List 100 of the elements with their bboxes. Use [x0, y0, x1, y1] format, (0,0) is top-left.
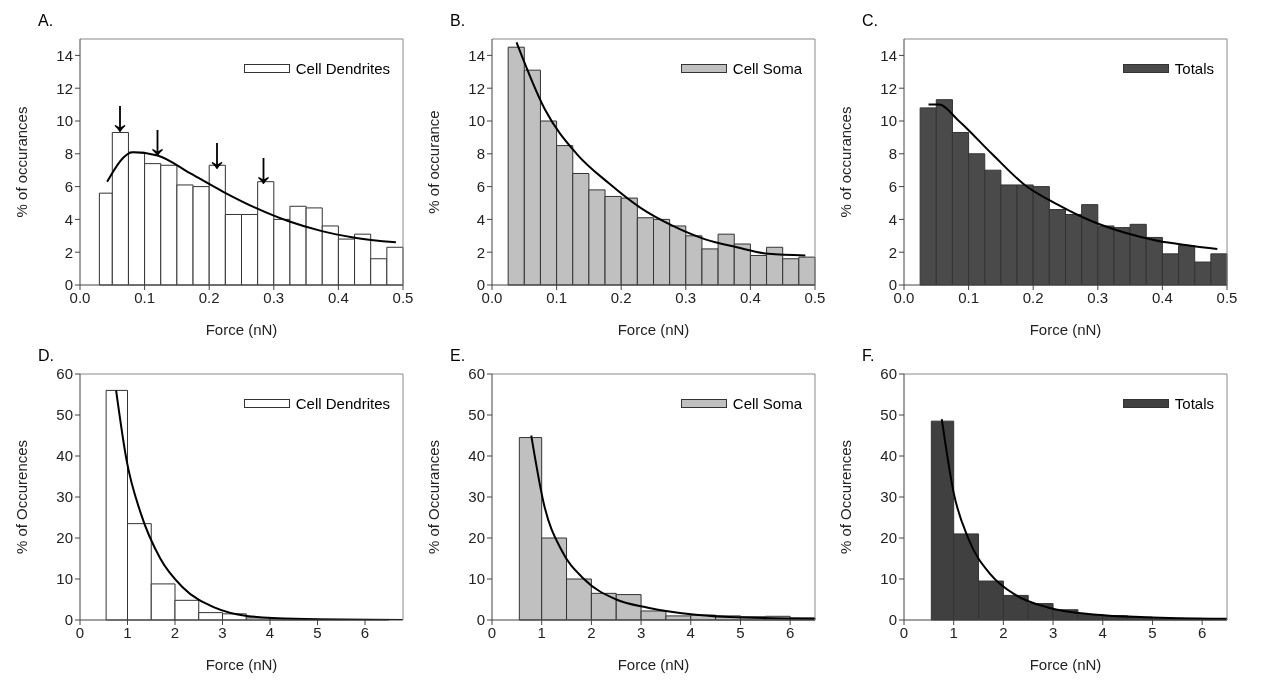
x-axis-title: Force (nN) — [1029, 321, 1102, 338]
y-tick-label: 10 — [468, 570, 485, 588]
y-tick-label: 20 — [468, 529, 485, 547]
x-tick-label: 0.5 — [1216, 288, 1238, 306]
y-tick-label: 60 — [56, 365, 73, 383]
x-tick-label: 2 — [999, 623, 1008, 641]
x-tick-label: 0.5 — [392, 288, 414, 306]
legend-label: Cell Soma — [732, 395, 802, 412]
y-tick-label: 50 — [880, 406, 897, 424]
y-axis-title: % of Occurences — [837, 439, 855, 555]
y-tick-label: 0 — [888, 611, 897, 629]
x-tick-label: 0 — [75, 623, 85, 641]
y-tick-label: 20 — [880, 529, 897, 547]
x-tick-label: 0.2 — [1022, 288, 1044, 306]
y-tick-label: 0 — [64, 276, 73, 294]
y-tick-label: 12 — [880, 79, 897, 97]
x-tick-label: 2 — [587, 623, 596, 641]
y-tick-label: 2 — [64, 243, 73, 261]
y-tick-label: 60 — [880, 365, 897, 383]
y-tick-label: 60 — [468, 365, 485, 383]
x-axis-title: Force (nN) — [205, 656, 278, 673]
x-tick-label: 0.4 — [739, 288, 761, 306]
y-tick-label: 14 — [880, 46, 897, 64]
x-axis-title: Force (nN) — [1029, 656, 1102, 673]
y-tick-label: 10 — [56, 112, 73, 130]
chart-title: A. — [38, 12, 54, 30]
x-axis-title: Force (nN) — [617, 656, 690, 673]
y-tick-label: 10 — [468, 112, 485, 130]
x-tick-label: 4 — [686, 623, 695, 641]
y-tick-label: 10 — [56, 570, 73, 588]
y-tick-label: 0 — [476, 276, 485, 294]
y-tick-label: 12 — [468, 79, 485, 97]
chart-title: E. — [450, 347, 466, 365]
y-tick-label: 4 — [64, 210, 73, 228]
y-axis-title: % of Occurances — [425, 439, 443, 555]
annotation: ↓ — [205, 128, 228, 178]
x-tick-label: 0.1 — [958, 288, 980, 306]
y-tick-label: 40 — [56, 447, 73, 465]
y-tick-label: 40 — [880, 447, 897, 465]
chart-title: B. — [450, 12, 466, 30]
x-tick-label: 0.3 — [263, 288, 285, 306]
x-tick-label: 0.4 — [327, 288, 349, 306]
y-tick-label: 12 — [56, 79, 73, 97]
legend-label: Cell Dendrites — [295, 60, 390, 77]
x-tick-label: 1 — [949, 623, 958, 641]
x-tick-label: 4 — [1098, 623, 1107, 641]
y-tick-label: 6 — [476, 177, 485, 195]
y-tick-label: 14 — [56, 46, 73, 64]
y-axis-title: % of occurance — [425, 110, 443, 214]
y-tick-label: 30 — [880, 488, 897, 506]
x-tick-label: 5 — [313, 623, 322, 641]
x-tick-label: 0.2 — [198, 288, 220, 306]
x-tick-label: 0.1 — [546, 288, 568, 306]
x-tick-label: 3 — [636, 623, 646, 641]
x-tick-label: 6 — [785, 623, 795, 641]
annotation: ↓ — [109, 90, 132, 140]
y-tick-label: 30 — [56, 488, 73, 506]
chart-title: F. — [862, 347, 875, 365]
legend-label: Totals — [1174, 395, 1214, 412]
y-tick-label: 50 — [468, 406, 485, 424]
y-tick-label: 8 — [476, 145, 485, 163]
y-tick-label: 6 — [64, 177, 73, 195]
y-axis-title: % of occurances — [837, 106, 855, 218]
x-tick-label: 0.1 — [134, 288, 156, 306]
y-tick-label: 8 — [888, 145, 897, 163]
x-tick-label: 0.3 — [675, 288, 697, 306]
x-tick-label: 1 — [537, 623, 546, 641]
x-tick-label: 1 — [123, 623, 132, 641]
y-axis-title: % of occurances — [13, 106, 31, 218]
x-axis-title: Force (nN) — [205, 321, 278, 338]
legend-label: Cell Soma — [732, 60, 802, 77]
x-tick-label: 0 — [487, 623, 497, 641]
y-tick-label: 40 — [468, 447, 485, 465]
y-tick-label: 4 — [888, 210, 897, 228]
y-tick-label: 2 — [888, 243, 897, 261]
annotation: ↓ — [146, 115, 169, 165]
x-tick-label: 0.4 — [1151, 288, 1173, 306]
y-tick-label: 50 — [56, 406, 73, 424]
y-tick-label: 0 — [888, 276, 897, 294]
x-tick-label: 0 — [899, 623, 909, 641]
x-tick-label: 3 — [218, 623, 227, 641]
x-tick-label: 5 — [1148, 623, 1157, 641]
x-axis-title: Force (nN) — [617, 321, 690, 338]
y-tick-label: 10 — [880, 112, 897, 130]
x-tick-label: 5 — [736, 623, 745, 641]
y-tick-label: 20 — [56, 529, 73, 547]
x-tick-label: 0.3 — [1087, 288, 1109, 306]
x-tick-label: 4 — [265, 623, 275, 641]
x-tick-label: 3 — [1048, 623, 1058, 641]
chart-title: C. — [862, 12, 878, 30]
y-axis-title: % of Occurences — [13, 439, 31, 555]
y-tick-label: 10 — [880, 570, 897, 588]
y-tick-label: 2 — [476, 243, 485, 261]
x-tick-label: 2 — [170, 623, 180, 641]
y-tick-label: 8 — [64, 145, 73, 163]
legend-label: Totals — [1174, 60, 1214, 77]
y-tick-label: 4 — [476, 210, 485, 228]
x-tick-label: 6 — [1197, 623, 1207, 641]
x-tick-label: 0.5 — [804, 288, 826, 306]
chart-title: D. — [38, 347, 54, 365]
